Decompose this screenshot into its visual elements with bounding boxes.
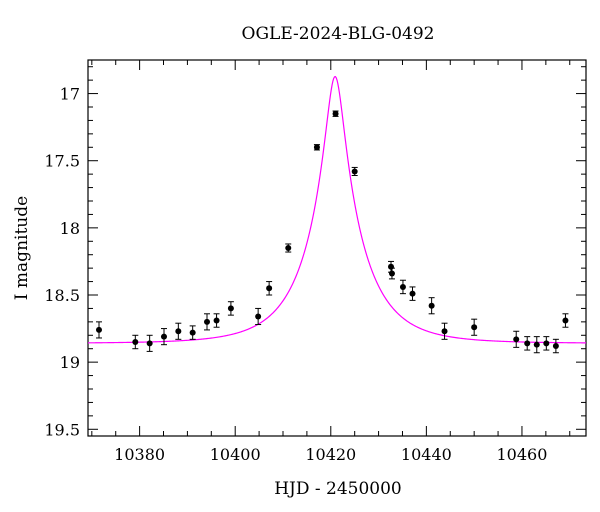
data-point — [255, 307, 262, 326]
data-marker — [160, 333, 167, 340]
model-curve — [87, 75, 587, 344]
y-tick-labels: 17 17.5 18 18.5 19 19.5 — [44, 85, 80, 440]
data-marker — [441, 328, 448, 335]
data-marker — [175, 328, 182, 335]
data-marker — [204, 318, 211, 325]
data-point — [146, 334, 153, 352]
data-marker — [471, 324, 478, 331]
data-point — [388, 267, 395, 280]
data-point — [513, 330, 520, 348]
data-point — [441, 322, 448, 340]
data-marker — [552, 343, 559, 350]
data-marker — [388, 263, 395, 270]
y-tick-label: 17 — [60, 85, 80, 104]
y-tick-label: 18.5 — [44, 286, 80, 305]
data-marker — [95, 326, 102, 333]
data-marker — [524, 340, 531, 347]
data-marker — [543, 340, 550, 347]
data-point — [562, 313, 569, 328]
data-marker — [213, 317, 220, 324]
data-point — [533, 336, 540, 354]
data-marker — [409, 290, 416, 297]
y-tick-label: 19.5 — [44, 420, 80, 439]
x-tick-label: 10420 — [305, 445, 356, 464]
data-point — [524, 336, 531, 351]
data-marker — [428, 302, 435, 309]
data-marker — [513, 336, 520, 343]
data-point — [266, 281, 273, 296]
data-marker — [285, 245, 292, 251]
y-tick-label: 18 — [60, 219, 80, 238]
data-point — [175, 322, 182, 340]
data-point — [332, 110, 339, 117]
x-tick-labels: 10380 10400 10420 10440 10460 — [114, 445, 547, 464]
data-marker — [132, 339, 139, 345]
data-point — [285, 243, 292, 253]
x-tick-label: 10440 — [401, 445, 452, 464]
data-point — [351, 166, 358, 176]
data-marker — [227, 305, 234, 312]
data-point — [409, 286, 416, 301]
data-marker — [533, 341, 540, 348]
data-point — [160, 328, 167, 346]
x-tick-label: 10380 — [114, 445, 165, 464]
major-ticks — [88, 60, 586, 436]
data-point — [204, 313, 211, 331]
data-marker — [313, 144, 320, 151]
data-marker — [332, 110, 339, 117]
data-marker — [266, 285, 273, 292]
data-marker — [399, 283, 406, 290]
data-point — [132, 334, 139, 350]
data-marker — [562, 317, 569, 324]
minor-ticks — [88, 60, 586, 436]
x-tick-label: 10400 — [210, 445, 261, 464]
x-axis-label: HJD - 2450000 — [274, 479, 402, 499]
data-point — [388, 260, 395, 273]
y-tick-label: 19 — [60, 353, 80, 372]
data-marker — [388, 270, 395, 277]
plot-frame — [87, 59, 587, 437]
x-tick-label: 10460 — [497, 445, 548, 464]
data-marker — [189, 329, 196, 336]
data-point — [399, 279, 406, 295]
data-point — [313, 144, 320, 151]
data-point — [471, 318, 478, 336]
data-point — [95, 321, 102, 339]
data-point — [543, 336, 550, 351]
chart-title: OGLE-2024-BLG-0492 — [242, 24, 435, 44]
data-point — [227, 301, 234, 316]
data-point — [428, 297, 435, 315]
y-axis-label: I magnitude — [12, 196, 32, 300]
data-marker — [351, 168, 358, 175]
data-marker — [255, 313, 262, 320]
data-point — [552, 338, 559, 354]
data-marker — [146, 340, 153, 347]
y-tick-label: 17.5 — [44, 152, 80, 171]
data-point — [213, 313, 220, 328]
data-point — [189, 325, 196, 340]
data-points — [95, 110, 569, 354]
